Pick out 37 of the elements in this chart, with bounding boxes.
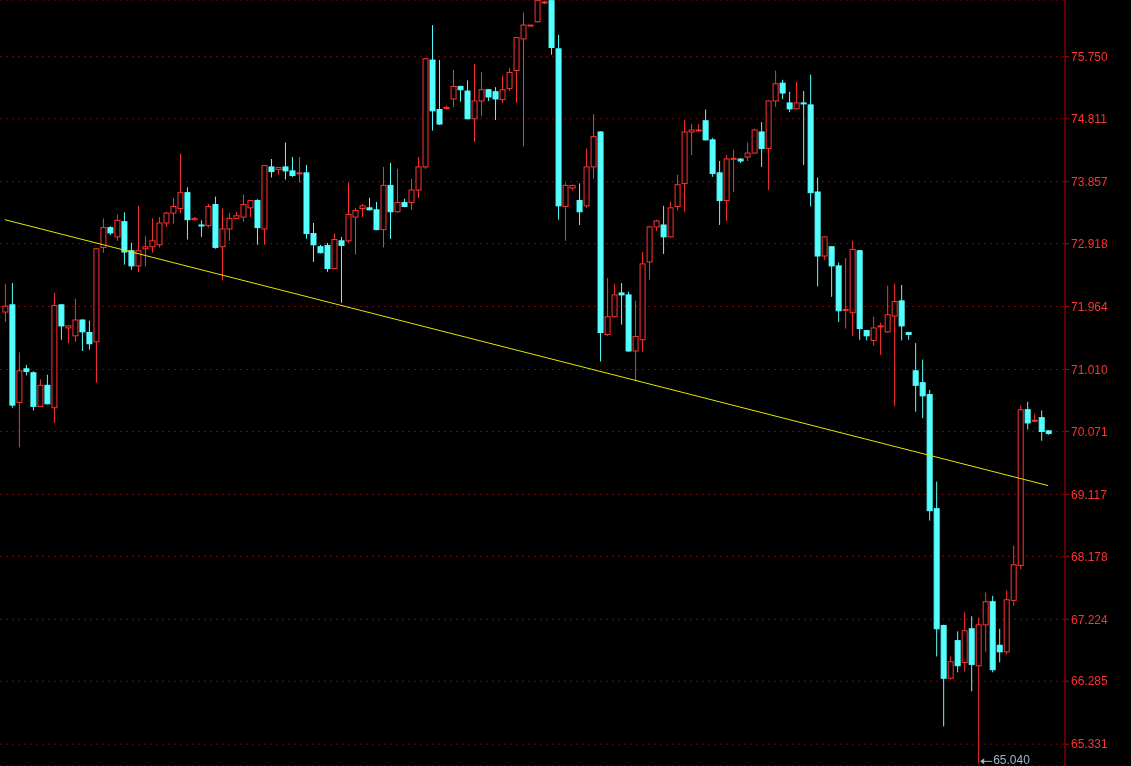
candlestick [44,374,51,405]
y-tick-label: 71.964 [1071,299,1109,314]
y-tick-label: 75.750 [1071,50,1109,64]
candlestick [296,156,303,184]
annotation: 65.040 [993,752,1031,766]
candlestick [499,75,506,104]
candlestick [37,378,44,408]
candlestick [135,205,142,273]
y-tick-label: 66.285 [1071,674,1109,689]
candlestick [450,69,457,108]
y-tick-label: 67.224 [1071,612,1109,627]
y-tick-label: 72.918 [1071,236,1109,251]
candlestick [793,81,800,111]
candlestick [100,217,107,254]
y-tick-label: 68.178 [1071,549,1109,564]
candlestick [394,168,401,213]
y-tick-label: 69.117 [1071,487,1108,502]
y-tick-label: 74.811 [1071,111,1108,126]
candlestick [779,79,786,100]
candlestick [114,213,121,242]
candlestick [786,91,793,113]
y-tick-label: 65.331 [1071,737,1109,752]
candlestick [660,205,667,255]
candlestick [576,182,583,226]
candlestick [205,203,212,229]
candlestick [338,236,345,304]
candlestick [506,67,513,92]
candlestick [268,158,275,178]
candlestick [758,121,765,168]
candlestick [947,655,954,681]
y-tick-label: 70.071 [1071,424,1109,439]
candlestick [58,303,65,341]
y-tick-label: 73.857 [1071,174,1109,189]
candlestick [674,174,681,211]
candlestick [1024,401,1031,431]
candlestick [821,235,828,261]
y-tick-label: 71.010 [1071,362,1109,377]
